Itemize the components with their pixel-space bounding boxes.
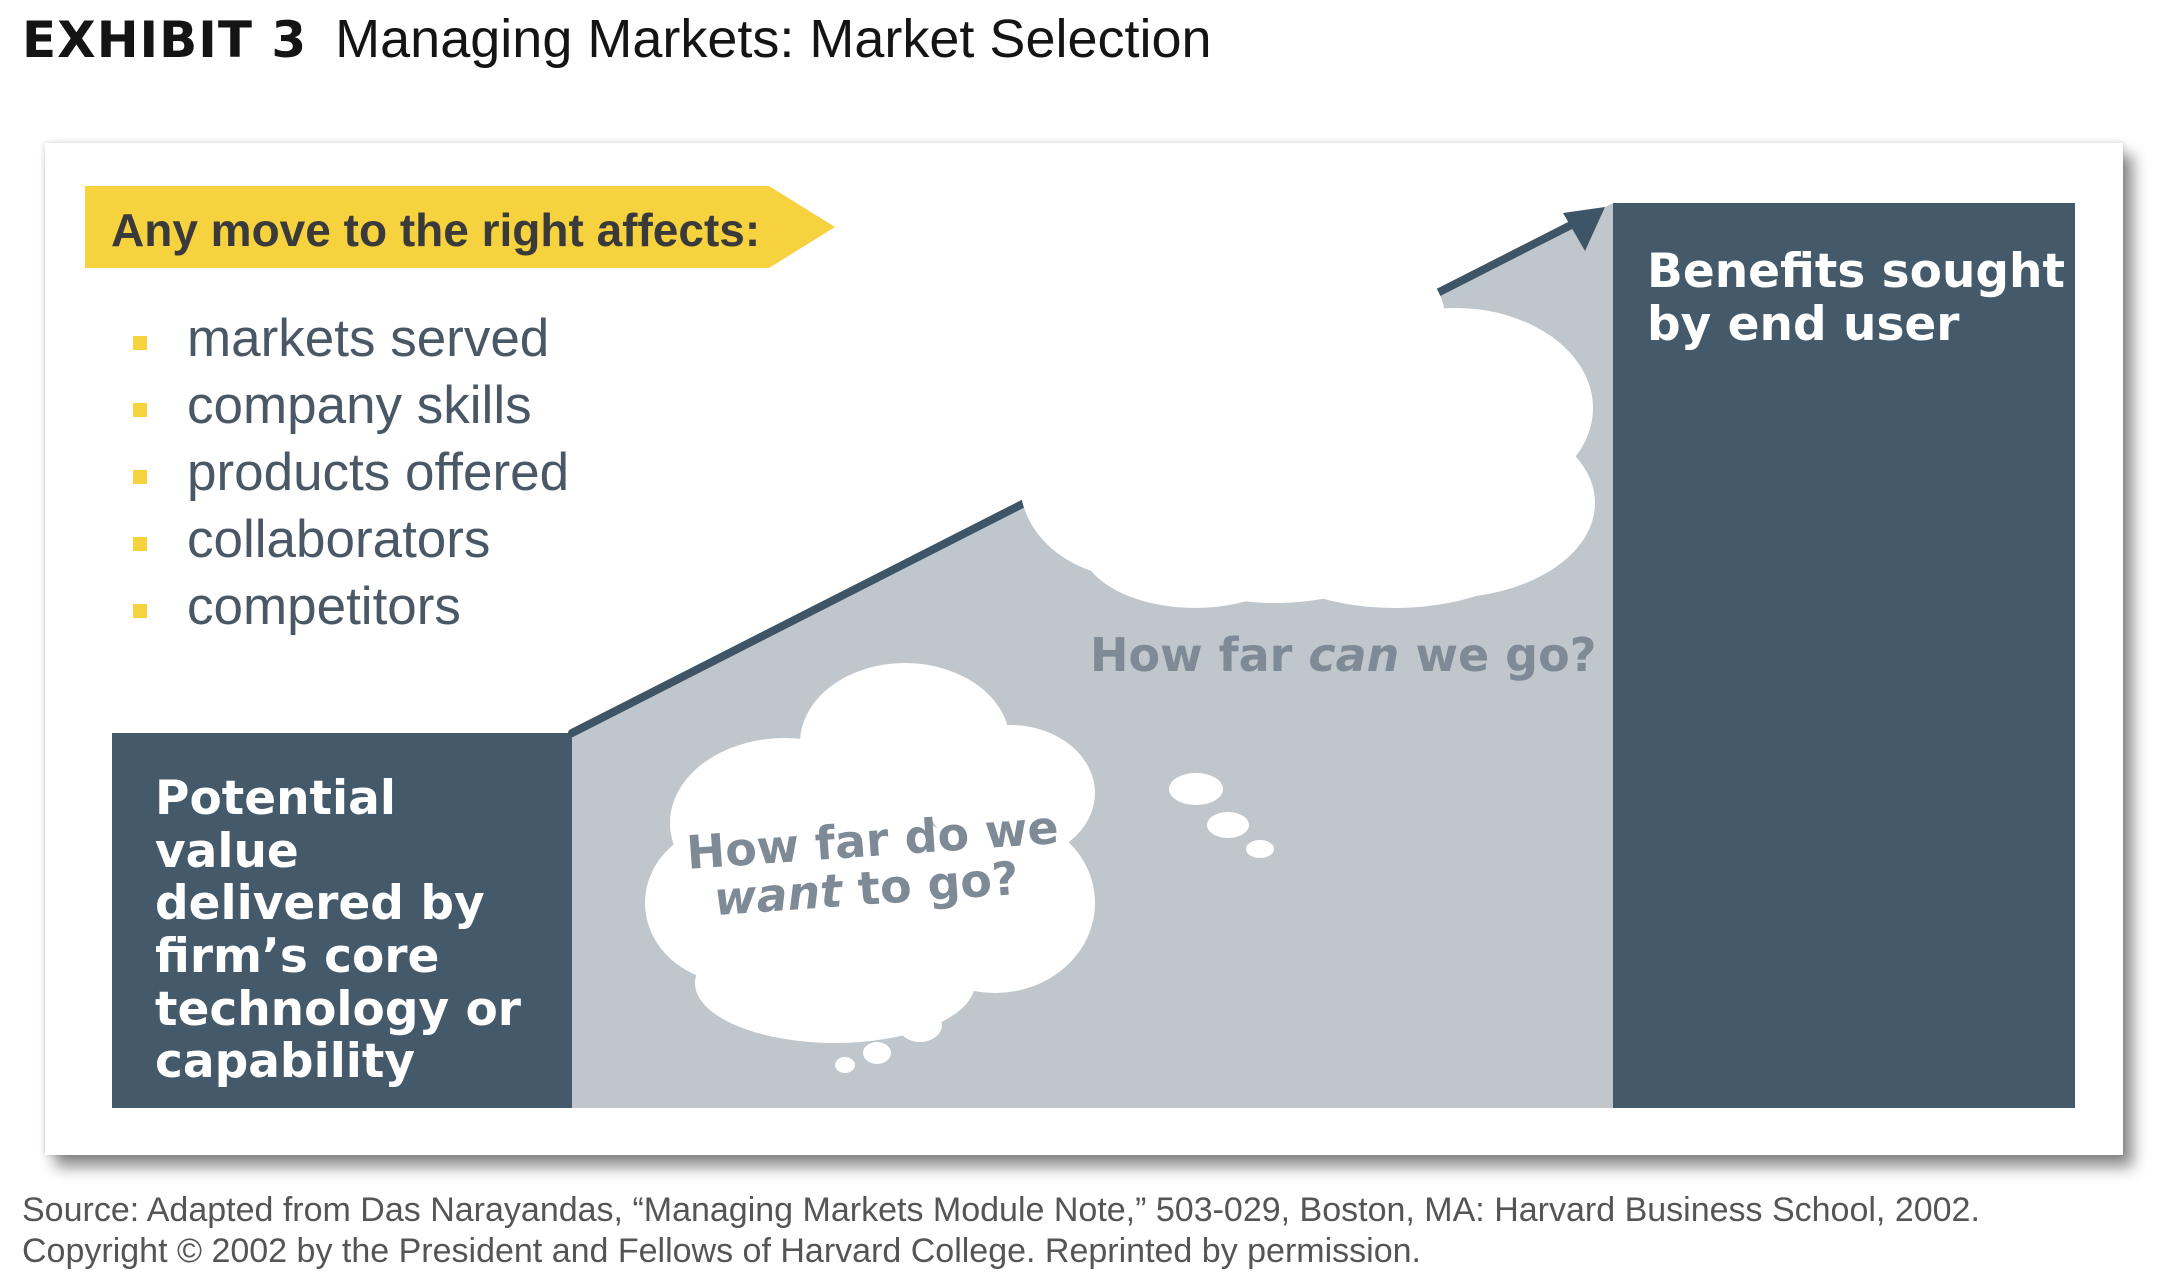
diagram-graphics: [85, 186, 2075, 1108]
banner-label: Any move to the right affects:: [111, 204, 761, 256]
list-item: company skills: [133, 372, 569, 439]
list-item-label: company skills: [187, 376, 532, 435]
page-title: Managing Markets: Market Selection: [335, 9, 1212, 69]
banner-shape: [85, 186, 835, 268]
bullet-square-icon: [133, 469, 147, 484]
list-item: products offered: [133, 439, 569, 506]
list-item-label: collaborators: [187, 510, 491, 569]
cloud-upper-emphasis: can: [1308, 628, 1400, 682]
thought-cloud-lower: [645, 663, 1095, 1073]
source-note: Source: Adapted from Das Narayandas, “Ma…: [22, 1190, 1980, 1272]
list-item: markets served: [133, 305, 569, 372]
bullet-square-icon: [133, 335, 147, 350]
arrow-head-icon: [1563, 207, 1605, 251]
list-item: competitors: [133, 573, 569, 640]
thought-cloud-upper: [1020, 238, 1595, 858]
cloud-upper-prefix: How far: [1090, 628, 1309, 682]
list-item: collaborators: [133, 506, 569, 573]
left-value-box: [112, 733, 572, 1108]
bullet-square-icon: [133, 603, 147, 618]
left-box-label: Potential value delivered by firm’s core…: [155, 771, 521, 1090]
cloud-lower-emphasis: want: [712, 863, 844, 927]
affected-factors-list: markets served company skills products o…: [133, 305, 569, 640]
bullet-square-icon: [133, 536, 147, 551]
exhibit-label: EXHIBIT 3: [22, 11, 308, 69]
exhibit-title: EXHIBIT 3 Managing Markets: Market Select…: [22, 8, 1212, 78]
diagram-panel: Any move to the right affects: markets s…: [45, 143, 2123, 1155]
bullet-square-icon: [133, 402, 147, 417]
list-item-label: products offered: [187, 443, 570, 502]
cloud-upper-text: How far can we go?: [1090, 628, 1596, 682]
right-benefits-box: [1613, 203, 2075, 1108]
cloud-upper-suffix: we go?: [1399, 628, 1597, 682]
list-item-label: competitors: [187, 577, 461, 636]
copyright-line: Copyright © 2002 by the President and Fe…: [22, 1231, 1421, 1270]
right-box-label: Benefits sought by end user: [1647, 244, 2065, 352]
list-item-label: markets served: [187, 309, 550, 368]
source-line: Source: Adapted from Das Narayandas, “Ma…: [22, 1191, 1980, 1229]
